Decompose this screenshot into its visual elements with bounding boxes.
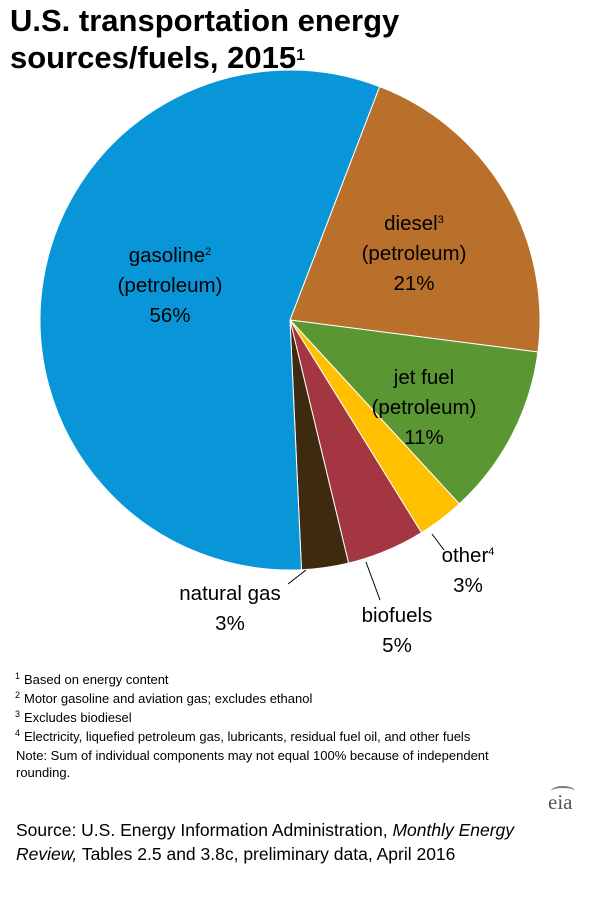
pie-slice-diesel bbox=[289, 85, 541, 353]
pie-chart: diesel3 (petroleum) 21% jet fuel (petroleum)… bbox=[39, 69, 541, 657]
slice-label-value: 3% bbox=[215, 612, 245, 635]
footnote-3: 3 Excludes biodiesel bbox=[15, 709, 556, 726]
slice-label-value: 5% bbox=[382, 634, 412, 657]
footnote-4: 4 Electricity, liquefied petroleum gas, l… bbox=[15, 728, 556, 745]
slice-label-gasoline: gasoline2 (petroleum) 56% bbox=[118, 244, 223, 327]
slice-label-sub: (petroleum) bbox=[362, 242, 467, 265]
slice-label-natural-gas: natural gas 3% bbox=[179, 582, 280, 635]
source-publication: Monthly Energy Review, bbox=[16, 820, 515, 864]
source-suffix: Tables 2.5 and 3.8c, preliminary data, A… bbox=[81, 844, 456, 864]
footnote-text: Excludes biodiesel bbox=[24, 710, 132, 725]
chart-title-text: U.S. transportation energy sources/fuels… bbox=[10, 3, 400, 75]
pie-slice-jet-fuel bbox=[288, 319, 539, 505]
leader-line-biofuels bbox=[365, 561, 381, 601]
footnote-2: 2 Motor gasoline and aviation gas; exclud… bbox=[15, 690, 556, 707]
slice-label-name: gasoline bbox=[129, 244, 205, 267]
footnote-marker: 3 bbox=[15, 709, 21, 719]
slice-label-sub: (petroleum) bbox=[372, 396, 477, 419]
slice-label-value: 3% bbox=[453, 574, 483, 597]
footnote-marker: 2 bbox=[15, 690, 21, 700]
leader-line-natural-gas bbox=[287, 569, 307, 585]
slice-label-sub: (petroleum) bbox=[118, 274, 223, 297]
slice-label-name: diesel bbox=[384, 212, 438, 235]
slice-label-footnote-marker: 3 bbox=[438, 214, 444, 226]
rounding-note: Note: Sum of individual components may n… bbox=[16, 748, 489, 780]
footnote-text: Based on energy content bbox=[24, 672, 169, 687]
slice-label-value: 11% bbox=[404, 426, 444, 449]
slice-label-name: jet fuel bbox=[393, 366, 454, 389]
slice-label-other: other4 3% bbox=[442, 544, 495, 597]
slice-label-biofuels: biofuels 5% bbox=[362, 604, 433, 657]
footnote-text: Electricity, liquefied petroleum gas, lu… bbox=[24, 729, 471, 744]
source-prefix: Source: U.S. Energy Information Administ… bbox=[16, 820, 388, 840]
logo-swoosh bbox=[551, 786, 575, 796]
title-footnote-marker: 1 bbox=[296, 47, 305, 64]
footnote-marker: 4 bbox=[15, 728, 21, 738]
slice-label-value: 21% bbox=[393, 272, 434, 295]
footnotes: 1 Based on energy content 2 Motor gasoline… bbox=[15, 671, 556, 781]
footnote-marker: 1 bbox=[15, 671, 21, 681]
slice-label-footnote-marker: 4 bbox=[488, 546, 494, 558]
slice-label-footnote-marker: 2 bbox=[205, 246, 211, 258]
slice-label-name: other bbox=[442, 544, 489, 567]
slice-label-value: 56% bbox=[149, 304, 190, 327]
chart-title: U.S. transportation energy sources/fuels… bbox=[10, 2, 590, 76]
footnote-1: 1 Based on energy content bbox=[15, 671, 556, 688]
pie-slice-gasoline bbox=[39, 69, 381, 571]
source-citation: Source: U.S. Energy Information Administ… bbox=[16, 818, 556, 866]
leader-line-other bbox=[431, 533, 445, 551]
eia-logo: eia bbox=[548, 786, 575, 815]
slice-label-name: natural gas bbox=[179, 582, 280, 605]
footnote-text: Motor gasoline and aviation gas; exclude… bbox=[24, 691, 313, 706]
slice-label-name: biofuels bbox=[362, 604, 433, 627]
slice-label-diesel: diesel3 (petroleum) 21% bbox=[362, 212, 467, 295]
slice-label-jet-fuel: jet fuel (petroleum) 11% bbox=[372, 366, 477, 449]
